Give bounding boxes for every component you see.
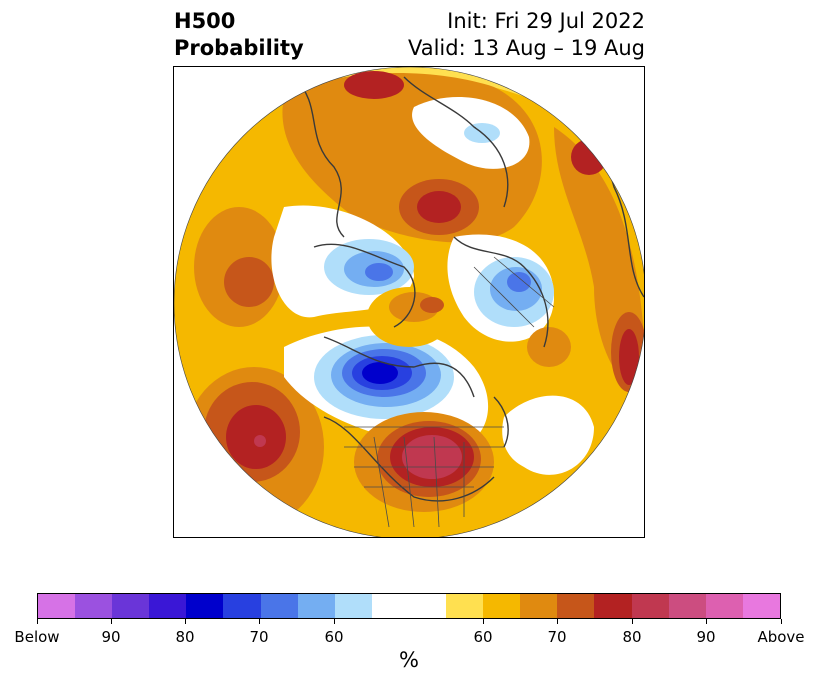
colorbar-tick-mark <box>37 619 38 624</box>
colorbar-segment <box>446 594 483 618</box>
colorbar-segment <box>298 594 335 618</box>
colorbar-segment <box>335 594 372 618</box>
colorbar-segment <box>520 594 557 618</box>
colorbar-segment <box>261 594 298 618</box>
europe-warm-80 <box>619 329 639 385</box>
west-warm-75 <box>224 257 274 307</box>
colorbar-tick-label: 70 <box>547 628 566 646</box>
colorbar-segment <box>706 594 743 618</box>
colorbar-segment <box>483 594 520 618</box>
colorbar-segment <box>112 594 149 618</box>
colorbar-segment <box>372 594 446 618</box>
colorbar-tick-label: Below <box>14 628 59 646</box>
probability-map <box>174 67 645 538</box>
map-disk <box>174 67 645 538</box>
colorbar-tick-mark <box>483 619 484 624</box>
init-date: Init: Fri 29 Jul 2022 <box>408 8 645 35</box>
pacific-warm-85 <box>254 435 266 447</box>
colorbar-tick-mark <box>111 619 112 624</box>
colorbar-tick-label: Above <box>757 628 804 646</box>
colorbar-tick-mark <box>706 619 707 624</box>
colorbar-unit: % <box>399 648 419 672</box>
colorbar-tick-mark <box>185 619 186 624</box>
colorbar-tick-label: 80 <box>175 628 194 646</box>
chart-dates: Init: Fri 29 Jul 2022 Valid: 13 Aug – 19… <box>408 8 645 62</box>
chart-title: H500 Probability <box>174 8 304 62</box>
atlantic-warm-70 <box>527 327 571 367</box>
us-warm-85 <box>402 435 462 479</box>
arctic-warm-top <box>344 71 404 99</box>
colorbar-tick-mark <box>632 619 633 624</box>
title-variable: H500 <box>174 8 304 35</box>
siberia-cool-70 <box>507 272 531 292</box>
colorbar-segment <box>149 594 186 618</box>
colorbar-tick-label: 90 <box>696 628 715 646</box>
colorbar-segment <box>669 594 706 618</box>
colorbar-tick-mark <box>259 619 260 624</box>
colorbar-segment <box>186 594 223 618</box>
valid-range: Valid: 13 Aug – 19 Aug <box>408 35 645 62</box>
colorbar-tick-label: 90 <box>101 628 120 646</box>
ne-warm-80 <box>571 139 607 175</box>
title-type: Probability <box>174 35 304 62</box>
colorbar-tick-label: 60 <box>324 628 343 646</box>
colorbar-tick-mark <box>334 619 335 624</box>
colorbar-segment <box>632 594 669 618</box>
map-panel <box>173 66 645 538</box>
colorbar-segment <box>38 594 75 618</box>
colorbar-tick-mark <box>781 619 782 624</box>
arctic-warm-80 <box>417 191 461 223</box>
colorbar-segment <box>557 594 594 618</box>
canada-cool-70 <box>365 263 393 281</box>
colorbar-tick-label: 60 <box>473 628 492 646</box>
colorbar-tick-mark <box>557 619 558 624</box>
colorbar-tick-label: 80 <box>622 628 641 646</box>
colorbar-segment <box>75 594 112 618</box>
colorbar-tick-label: 70 <box>249 628 268 646</box>
pole-warm-75 <box>420 297 444 313</box>
colorbar-segment <box>743 594 780 618</box>
colorbar-segment <box>223 594 260 618</box>
colorbar-segment <box>594 594 631 618</box>
colorbar <box>37 593 781 619</box>
